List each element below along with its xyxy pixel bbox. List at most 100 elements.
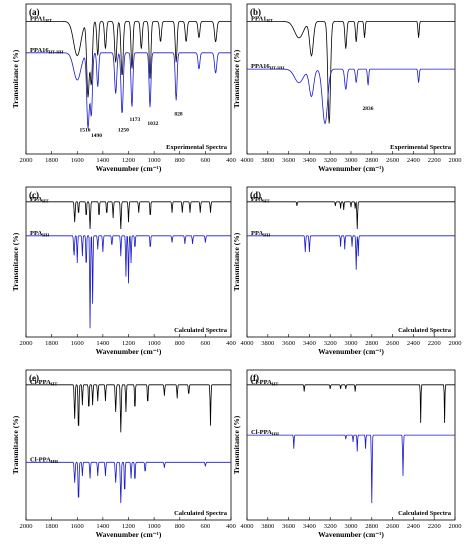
x-tick-label: 2800 [365,523,378,530]
x-tick-label: 4000 [241,157,254,164]
y-axis-label: Transmitance (%) [232,232,241,291]
panel-label: (e) [29,373,39,383]
x-tick-label: 2000 [449,157,462,164]
panel-label: (f) [250,373,259,383]
y-axis-label: Transmitance (%) [11,232,20,291]
x-tick-label: 2400 [407,523,420,530]
series-line-0 [247,384,455,423]
x-tick-label: 3800 [261,523,274,530]
x-tick-label: 2400 [407,157,420,164]
panel-e: 2000 1800 1600 1400 1200 1000 800 600 400 Wavenum… [11,369,236,539]
x-tick-label: 1800 [45,523,58,530]
x-axis-label: Wavenumber (cm⁻¹) [96,347,162,356]
spectra-type-label: Experimental Spectra [390,144,452,151]
panel-a: 2000 1800 1600 1400 1200 1000 800 600 400 Wavenum… [11,3,236,173]
x-tick-label: 1200 [122,157,135,164]
series-label: Cl-PPAHT [251,379,278,387]
panel-f: 4000 3800 3600 3400 3200 3000 2800 2600 2400 2200… [232,369,462,539]
series-label: PPA1HT [251,16,273,24]
series-label: PPAHT [30,196,49,204]
series-label: PPAHH [30,230,50,238]
x-tick-label: 3800 [261,340,274,347]
panel-label: (c) [29,190,39,200]
series-line-1 [26,235,231,329]
series-line-0 [247,21,455,124]
x-tick-label: 4000 [241,340,254,347]
x-tick-label: 1200 [122,340,135,347]
peak-annotation: 2836 [363,106,374,112]
panel-label: (b) [250,7,261,17]
x-tick-label: 800 [175,340,185,347]
series-line-1 [247,235,455,270]
plot-frame [246,186,456,338]
x-axis-label: Wavenumber (cm⁻¹) [96,530,162,539]
x-tick-label: 1600 [71,523,84,530]
x-tick-label: 1400 [96,340,109,347]
x-tick-label: 800 [175,523,185,530]
x-tick-label: 1600 [71,340,84,347]
peak-annotation: 1490 [91,133,102,139]
spectra-type-label: Calculated Spectra [398,327,452,334]
x-tick-label: 1800 [45,340,58,347]
x-tick-label: 2000 [20,157,33,164]
x-tick-label: 2600 [386,157,399,164]
x-tick-label: 600 [201,523,211,530]
x-tick-label: 2800 [365,340,378,347]
x-axis-label: Wavenumber (cm⁻¹) [318,164,384,173]
series-line-0 [26,201,231,230]
x-axis-label: Wavenumber (cm⁻¹) [318,347,384,356]
plot-frame [25,369,232,521]
series-line-0 [26,384,231,433]
x-tick-label: 400 [226,340,236,347]
peak-annotation: 828 [174,111,183,117]
x-tick-label: 2600 [386,340,399,347]
series-line-1 [26,461,231,504]
y-axis-label: Transmitance (%) [232,49,241,108]
x-tick-label: 2600 [386,523,399,530]
series-label: PPA16HT-HH [251,63,285,71]
x-tick-label: 2200 [428,157,441,164]
peak-annotation: 1173 [130,117,141,123]
x-tick-label: 1000 [148,523,161,530]
series-line-1 [26,52,231,129]
x-tick-label: 2000 [449,523,462,530]
x-tick-label: 3600 [282,523,295,530]
x-tick-label: 3800 [261,157,274,164]
x-axis-label: Wavenumber (cm⁻¹) [318,530,384,539]
series-label: PPA1HT [30,16,52,24]
spectra-type-label: Calculated Spectra [398,510,452,517]
panel-d: 4000 3800 3600 3400 3200 3000 2800 2600 2400 2200… [232,186,462,356]
series-line-0 [26,21,231,98]
x-tick-label: 4000 [241,523,254,530]
series-label: Cl-PPAHH [251,429,279,437]
x-tick-label: 1000 [148,157,161,164]
peak-annotation: 1250 [118,128,129,134]
series-label: Cl-PPAHT [30,379,57,387]
x-tick-label: 3400 [303,523,316,530]
x-tick-label: 3400 [303,157,316,164]
spectra-type-label: Calculated Spectra [174,510,228,517]
x-tick-label: 3400 [303,340,316,347]
x-axis-label: Wavenumber (cm⁻¹) [96,164,162,173]
x-tick-label: 2400 [407,340,420,347]
x-tick-label: 400 [226,157,236,164]
x-tick-label: 1400 [96,157,109,164]
spectra-type-label: Calculated Spectra [174,327,228,334]
x-tick-label: 2000 [20,523,33,530]
x-tick-label: 3600 [282,340,295,347]
series-label: PPAHH [251,230,271,238]
x-tick-label: 1800 [45,157,58,164]
series-line-1 [247,434,455,504]
x-tick-label: 3600 [282,157,295,164]
x-tick-label: 2800 [365,157,378,164]
panel-label: (a) [29,7,40,17]
peak-annotation: 1032 [147,121,158,127]
x-tick-label: 3000 [345,157,358,164]
panel-label: (d) [250,190,261,200]
x-tick-label: 1600 [71,157,84,164]
x-tick-label: 2000 [20,340,33,347]
x-tick-label: 3200 [324,340,337,347]
x-tick-label: 1000 [148,340,161,347]
series-line-0 [247,200,455,230]
